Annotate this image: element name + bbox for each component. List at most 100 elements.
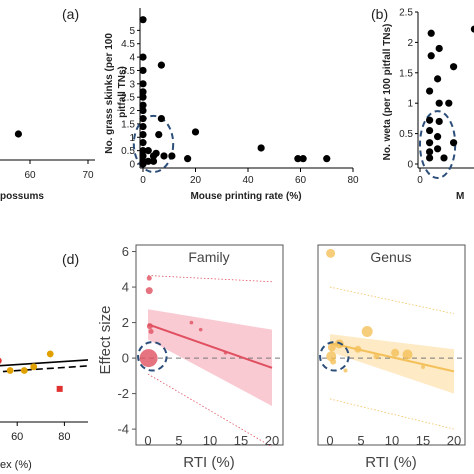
a-right-y-tick-label: 3 bbox=[129, 79, 135, 90]
a-right-point bbox=[139, 88, 147, 96]
d-y-tick-label: 0 bbox=[122, 351, 129, 366]
b-point bbox=[435, 99, 443, 107]
d-genus-points bbox=[326, 248, 425, 373]
a-right-y-label-line-2: pitfall TNs) bbox=[117, 66, 128, 118]
c-point bbox=[20, 367, 28, 374]
a-right-point bbox=[139, 122, 147, 131]
a-right-point bbox=[139, 139, 147, 147]
c-solid-line bbox=[0, 359, 89, 367]
b-point bbox=[434, 133, 442, 141]
c-x-tick-label: 80 bbox=[58, 431, 70, 443]
a-right-y-tick-label: 2.5 bbox=[121, 93, 135, 104]
b-x-axis-label: M bbox=[456, 191, 464, 202]
panel-label-a: (a) bbox=[62, 6, 79, 22]
a-left-point bbox=[14, 130, 22, 138]
c-dashed-line bbox=[0, 365, 89, 373]
a-left-x-tick-label: 70 bbox=[82, 170, 94, 181]
a-right-point bbox=[294, 155, 302, 163]
b-point bbox=[434, 145, 442, 153]
a-right-y-tick-label: 4.5 bbox=[121, 39, 135, 50]
d-y-ticks: -4 -2 0 2 4 6 bbox=[117, 244, 136, 437]
d-family-point bbox=[148, 328, 154, 334]
b-point bbox=[450, 63, 458, 71]
a-right-point bbox=[191, 128, 200, 136]
c-point bbox=[46, 350, 54, 358]
d-family-x-tick-label: 5 bbox=[175, 433, 182, 448]
panel-label-d: (d) bbox=[62, 251, 79, 267]
a-right-point bbox=[139, 101, 147, 109]
d-genus-fit-line bbox=[329, 342, 455, 373]
b-point bbox=[427, 29, 435, 37]
d-family-x-axis-label: RTI (%) bbox=[183, 454, 234, 471]
c-point bbox=[56, 385, 63, 392]
d-genus-x-tick-label: 15 bbox=[416, 433, 430, 448]
d-y-axis-label: Effect size bbox=[97, 306, 114, 375]
d-family-title: Family bbox=[188, 249, 229, 265]
a-right-point bbox=[139, 152, 147, 160]
a-right-point bbox=[139, 80, 147, 88]
a-right-y-tick-label: 4 bbox=[129, 53, 135, 64]
b-y-tick-label: 2.5 bbox=[399, 8, 413, 19]
a-right-x-ticks: 0 20 40 60 80 bbox=[140, 168, 359, 186]
d-y-tick-label: 2 bbox=[122, 315, 129, 330]
a-right-point bbox=[139, 93, 147, 101]
d-genus-x-axis-label: RTI (%) bbox=[365, 454, 416, 471]
a-right-x-tick-label: 60 bbox=[295, 175, 307, 186]
d-family-x-tick-label: 10 bbox=[203, 433, 217, 448]
a-right-y-tick-label: 3.5 bbox=[121, 66, 135, 77]
d-genus-x-tick-label: 10 bbox=[385, 433, 399, 448]
a-right-point bbox=[139, 114, 147, 123]
a-right-y-tick-label: 0.5 bbox=[121, 146, 135, 157]
b-y-tick-label: 1 bbox=[407, 99, 413, 110]
a-right-highlight-circle bbox=[132, 114, 175, 174]
c-point bbox=[6, 367, 14, 374]
b-point bbox=[426, 116, 434, 124]
b-y-tick-label: 2 bbox=[407, 38, 413, 49]
b-points bbox=[426, 25, 474, 162]
a-right-y-label-line-1: No. grass skinks (per 100 bbox=[104, 33, 115, 154]
d-genus-facet: Genus 0 5 10 15 20 RTI (%) bbox=[317, 244, 466, 471]
b-point bbox=[427, 52, 435, 60]
d-family-frame bbox=[135, 244, 284, 446]
a-right-y-axis-label: No. grass skinks (per 100 pitfall TNs) bbox=[104, 30, 128, 153]
d-genus-point bbox=[327, 343, 336, 352]
a-right-x-axis-label: Mouse printing rate (%) bbox=[190, 191, 301, 202]
b-point bbox=[450, 139, 458, 147]
d-family-confidence-band bbox=[148, 309, 272, 407]
a-right-y-tick-label: 2 bbox=[129, 106, 135, 117]
a-right-point bbox=[139, 106, 147, 115]
d-family-highlight-ellipse bbox=[137, 341, 168, 372]
d-genus-x-tick-label: 5 bbox=[357, 433, 364, 448]
d-family-fit-line bbox=[147, 323, 273, 369]
b-y-tick-label: 1.5 bbox=[399, 68, 413, 79]
panel-c-left: 60 80 ex (%) bbox=[0, 350, 89, 471]
b-point bbox=[426, 126, 434, 135]
c-point bbox=[30, 363, 38, 371]
b-point bbox=[470, 25, 474, 33]
b-point bbox=[435, 117, 443, 126]
d-genus-frame bbox=[317, 244, 466, 446]
d-family-facet: Family 0 5 10 15 20 RTI (%) bbox=[135, 244, 284, 471]
b-point bbox=[445, 99, 453, 107]
d-family-point bbox=[198, 327, 203, 332]
d-y-tick-label: 6 bbox=[122, 244, 129, 259]
b-y-ticks: 0 0.5 1 1.5 2 2.5 bbox=[399, 8, 418, 171]
d-family-highlight-circle bbox=[137, 341, 168, 372]
d-genus-x-tick-label: 0 bbox=[326, 433, 333, 448]
a-right-point bbox=[160, 152, 168, 160]
a-right-y-tick-label: 1 bbox=[129, 133, 135, 144]
a-right-y-tick-label: 1.5 bbox=[121, 119, 135, 130]
a-left-x-tick-label: 60 bbox=[24, 170, 36, 181]
d-y-tick-label: -4 bbox=[117, 422, 129, 437]
a-right-point bbox=[144, 157, 152, 165]
a-right-x-tick-label: 40 bbox=[242, 175, 254, 186]
b-y-axis-label: No. weta (per 100 pitfall TNs) bbox=[382, 24, 393, 161]
a-right-point bbox=[257, 144, 265, 152]
b-point bbox=[426, 87, 434, 95]
a-left-x-axis-label: possums bbox=[0, 191, 44, 202]
c-point bbox=[0, 357, 2, 364]
d-genus-title: Genus bbox=[370, 249, 411, 265]
d-family-x-tick-label: 20 bbox=[265, 433, 279, 448]
panel-label-b: (b) bbox=[371, 6, 388, 22]
d-family-x-tick-label: 15 bbox=[234, 433, 248, 448]
